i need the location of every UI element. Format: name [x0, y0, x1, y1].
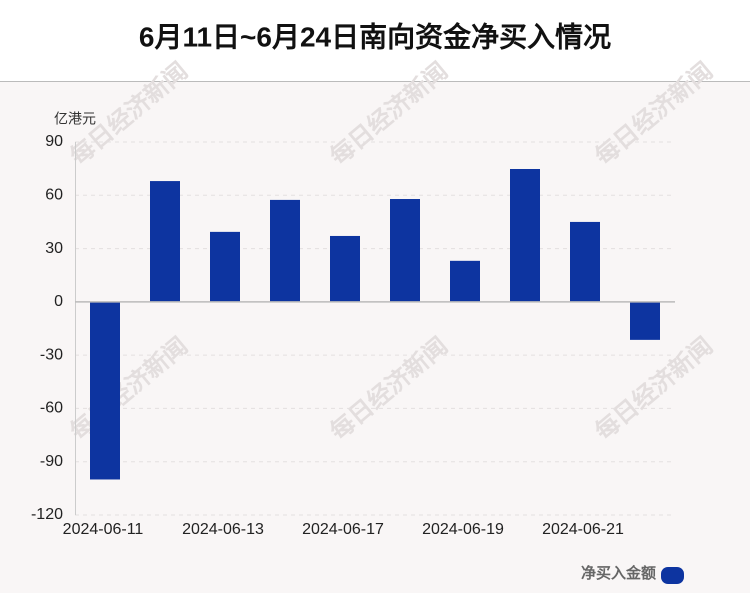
- bar: [330, 235, 360, 302]
- bar: [90, 301, 120, 480]
- plot-bg: [0, 82, 750, 593]
- legend-swatch: [661, 567, 684, 584]
- bar: [390, 199, 420, 302]
- x-tick-label: 2024-06-11: [63, 521, 144, 538]
- y-tick-label: -90: [40, 453, 63, 470]
- y-tick-label: -30: [40, 346, 63, 363]
- y-tick-label: 30: [45, 240, 63, 257]
- bar: [150, 181, 180, 302]
- bar: [270, 199, 300, 302]
- y-tick-label: -60: [40, 400, 63, 417]
- bar: [450, 260, 480, 302]
- chart-title: 6月11日~6月24日南向资金净买入情况: [139, 20, 611, 52]
- bar: [630, 301, 660, 340]
- x-tick-label: 2024-06-19: [422, 521, 504, 538]
- x-tick-label: 2024-06-13: [182, 521, 264, 538]
- legend-label: 净买入金额: [581, 564, 656, 582]
- y-tick-label: 90: [45, 133, 63, 150]
- header-bg: [0, 0, 750, 82]
- x-tick-label: 2024-06-17: [302, 521, 384, 538]
- bar: [510, 168, 540, 302]
- bar: [210, 231, 240, 302]
- y-axis-label: 亿港元: [54, 111, 96, 127]
- bar: [570, 221, 600, 302]
- y-tick-label: 60: [45, 187, 63, 204]
- x-tick-label: 2024-06-21: [542, 521, 624, 538]
- y-tick-label: -120: [31, 506, 63, 523]
- y-tick-label: 0: [54, 293, 63, 310]
